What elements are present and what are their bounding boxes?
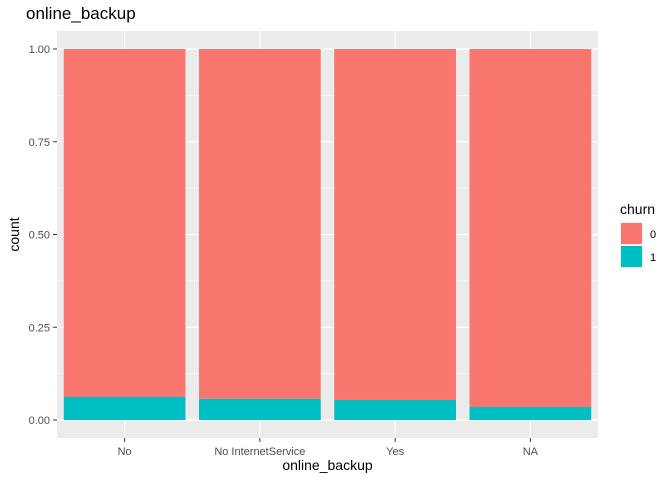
bar-yes-churn-0 [334, 49, 456, 400]
bars-group [63, 49, 592, 420]
chart-title: online_backup [26, 4, 136, 23]
y-tick-label: 1.00 [29, 44, 50, 56]
y-tick-label: 0.50 [29, 230, 50, 242]
x-tick-label: No [118, 446, 132, 458]
legend-swatch-0 [621, 223, 642, 244]
y-tick-label: 0.25 [29, 322, 50, 334]
bar-no-internetservice-churn-0 [199, 49, 321, 399]
y-axis: 0.00 0.25 0.50 0.75 1.00 [29, 44, 57, 427]
x-tick-label: NA [523, 446, 539, 458]
legend: churn 0 1 [620, 201, 656, 268]
y-axis-label: count [6, 217, 22, 251]
bar-na-churn-1 [469, 407, 592, 420]
legend-swatch-1 [621, 246, 642, 267]
legend-title: churn [620, 201, 655, 217]
y-tick-label: 0.75 [29, 137, 50, 149]
x-axis: No No InternetService Yes NA [118, 438, 539, 458]
bar-na-churn-0 [469, 49, 592, 408]
x-axis-label: online_backup [282, 457, 373, 473]
legend-label-0: 0 [650, 229, 656, 241]
x-tick-label: No InternetService [214, 446, 305, 458]
bar-no-internetservice-churn-1 [199, 398, 321, 420]
bar-yes-churn-1 [334, 399, 456, 420]
legend-label-1: 1 [650, 252, 656, 264]
bar-no-churn-1 [63, 396, 186, 420]
x-tick-label: Yes [386, 446, 404, 458]
y-tick-label: 0.00 [29, 415, 50, 427]
bar-no-churn-0 [63, 49, 186, 397]
